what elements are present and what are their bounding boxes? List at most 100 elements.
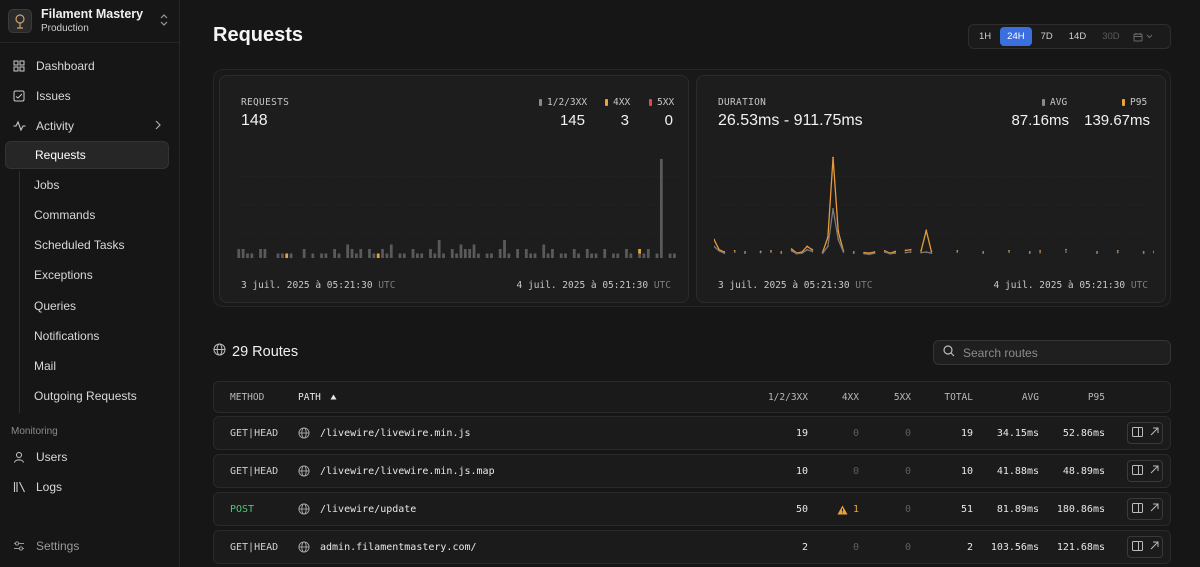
route-path[interactable]: /livewire/update <box>320 504 417 515</box>
bar-1-2-3xx <box>280 253 284 258</box>
bar-1-2-3xx <box>668 253 672 258</box>
side-panel-icon[interactable] <box>1131 464 1143 478</box>
point-avg <box>1008 251 1010 253</box>
point-p95 <box>894 250 897 253</box>
col-1-2-3xx[interactable]: 1/2/3XX <box>767 392 808 403</box>
point-avg <box>811 250 814 253</box>
bar-1-2-3xx <box>442 253 445 258</box>
globe-icon <box>298 503 310 518</box>
external-link-icon[interactable] <box>1150 465 1159 477</box>
search-routes-input[interactable] <box>963 345 1153 360</box>
globe-icon <box>298 541 310 556</box>
point-avg <box>1065 251 1067 253</box>
table-row[interactable]: GET|HEAD/livewire/livewire.min.js.map 10 0… <box>213 454 1171 488</box>
route-method: GET|HEAD <box>230 542 279 553</box>
custom-range-button[interactable] <box>1129 32 1153 42</box>
row-actions <box>1127 498 1163 520</box>
bar-1-2-3xx <box>629 253 633 258</box>
sidebar-item-queries[interactable]: Queries <box>5 292 169 320</box>
table-row[interactable]: POST/livewire/update 50 1 0 51 81.89ms 180.86m… <box>213 492 1171 526</box>
table-row[interactable]: GET|HEAD/livewire/livewire.min.js 19 0 0 19 3… <box>213 416 1171 450</box>
sidebar-item-mail[interactable]: Mail <box>5 352 169 380</box>
external-link-icon[interactable] <box>1150 541 1159 553</box>
range-7d-button[interactable]: 7D <box>1040 31 1053 42</box>
route-path[interactable]: admin.filamentmastery.com/ <box>320 542 477 553</box>
col-avg[interactable]: AVG <box>1021 392 1039 403</box>
bar-1-2-3xx <box>241 249 245 258</box>
sidebar-item-exceptions[interactable]: Exceptions <box>5 261 169 289</box>
sidebar-item-dashboard[interactable]: Dashboard <box>5 52 169 80</box>
point-avg <box>894 252 897 255</box>
table-row[interactable]: GET|HEAD admin.filamentmastery.com/2 0 0 2 10… <box>213 530 1171 564</box>
sidebar-item-outgoing-requests[interactable]: Outgoing Requests <box>5 382 169 410</box>
bar-1-2-3xx <box>507 253 511 258</box>
col-method[interactable]: METHOD <box>230 392 265 403</box>
chevron-down-icon <box>1146 34 1152 39</box>
count-1-2-3xx: 145 <box>559 112 585 129</box>
count-5xx: 0 <box>664 112 673 129</box>
external-link-icon[interactable] <box>1150 427 1159 439</box>
duration-time-end: 4 juil. 2025 à 05:21:30 UTC <box>993 280 1148 291</box>
sidebar-item-requests[interactable]: Requests <box>5 141 169 169</box>
metrics-panel: REQUESTS 148 1/2/3XX 4XX 5XX 145 3 0 3 j… <box>213 69 1171 307</box>
bar-1-2-3xx <box>646 249 650 258</box>
col-4xx[interactable]: 4XX <box>841 392 859 403</box>
legend-4xx: 4XX <box>605 97 630 108</box>
route-count-5xx: 0 <box>904 466 911 477</box>
bar-1-2-3xx <box>590 253 594 258</box>
col-path[interactable]: PATH <box>298 392 337 403</box>
route-path[interactable]: /livewire/livewire.min.js <box>320 428 471 439</box>
page-title: Requests <box>213 24 304 46</box>
sidebar-item-scheduled-tasks[interactable]: Scheduled Tasks <box>5 231 169 259</box>
sidebar-item-issues[interactable]: Issues <box>5 82 169 110</box>
route-total: 19 <box>960 428 973 439</box>
tree-logo-icon <box>8 9 32 33</box>
col-total[interactable]: TOTAL <box>944 392 973 403</box>
bar-1-2-3xx <box>433 253 437 258</box>
bar-1-2-3xx <box>603 249 607 258</box>
sidebar-item-activity[interactable]: Activity <box>5 112 169 140</box>
bar-1-2-3xx <box>498 249 502 258</box>
sidebar-item-jobs[interactable]: Jobs <box>5 171 169 199</box>
sidebar-item-users[interactable]: Users <box>5 443 169 471</box>
range-30d-button[interactable]: 30D <box>1102 31 1120 42</box>
app-switcher[interactable]: Filament Mastery Production <box>0 0 179 43</box>
route-count-1-2-3xx: 50 <box>795 504 808 515</box>
legend-avg: AVG <box>1042 97 1067 108</box>
row-actions <box>1127 460 1163 482</box>
sidebar-item-notifications[interactable]: Notifications <box>5 322 169 350</box>
bar-4xx <box>638 249 641 254</box>
side-panel-icon[interactable] <box>1131 426 1143 440</box>
point-avg <box>909 251 912 253</box>
sidebar-item-commands[interactable]: Commands <box>5 201 169 229</box>
globe-icon <box>213 343 226 361</box>
side-panel-icon[interactable] <box>1131 502 1143 516</box>
side-panel-icon[interactable] <box>1131 540 1143 554</box>
sidebar-item-logs[interactable]: Logs <box>5 473 169 501</box>
range-1h-button[interactable]: 1H <box>979 31 992 42</box>
range-24h-button[interactable]: 24H <box>1000 27 1032 46</box>
sidebar-item-settings[interactable]: Settings <box>5 532 169 560</box>
bar-1-2-3xx <box>546 253 550 258</box>
time-range-selector: 1H 24H 7D 14D 30D <box>968 24 1171 49</box>
bar-1-2-3xx <box>455 253 458 258</box>
bar-1-2-3xx <box>529 253 533 258</box>
bar-1-2-3xx <box>516 249 519 258</box>
range-14d-button[interactable]: 14D <box>1068 31 1087 42</box>
bar-1-2-3xx <box>429 249 432 258</box>
point-p95 <box>909 248 912 251</box>
route-total: 51 <box>960 504 973 515</box>
route-path[interactable]: /livewire/livewire.min.js.map <box>320 466 495 477</box>
col-p95[interactable]: P95 <box>1087 392 1105 403</box>
external-link-icon[interactable] <box>1150 503 1159 515</box>
bar-1-2-3xx <box>485 253 489 258</box>
bar-1-2-3xx <box>572 249 576 258</box>
sliders-icon <box>12 539 26 553</box>
point-avg <box>733 251 736 253</box>
bar-1-2-3xx <box>246 253 249 258</box>
point-avg <box>770 251 772 253</box>
sidebar-item-label: Commands <box>34 208 96 222</box>
bar-1-2-3xx <box>477 253 480 258</box>
col-5xx[interactable]: 5XX <box>893 392 911 403</box>
route-count-1-2-3xx: 19 <box>795 428 808 439</box>
